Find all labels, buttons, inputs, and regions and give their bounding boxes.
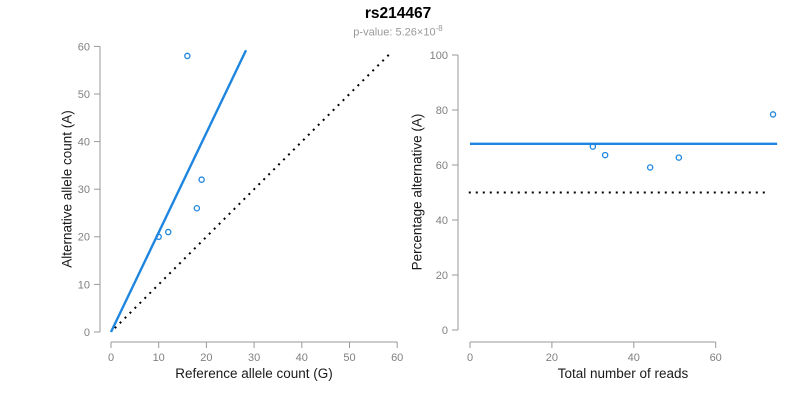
data-point [184, 52, 191, 60]
x-tick-label: 20 [200, 352, 212, 364]
data-point [601, 151, 609, 159]
y-tick-label: 80 [436, 105, 448, 117]
y-tick-label: 40 [78, 136, 90, 148]
y-tick-label: 0 [84, 327, 90, 339]
data-point [164, 228, 172, 236]
y-axis-label-left: Alternative allele count (A) [59, 110, 75, 268]
pvalue-subtitle: p-value: 5.26×10-8 [0, 24, 796, 39]
x-axis-label-left: Reference allele count (G) [175, 366, 333, 381]
y-tick-label: 20 [436, 270, 448, 282]
x-tick-label: 10 [153, 352, 165, 364]
x-axis-label-right: Total number of reads [557, 366, 689, 381]
right-scatter-panel: 0 20 40 60 80 100 0 20 40 60 [430, 50, 778, 364]
pvalue-exponent: -8 [435, 24, 443, 33]
identity-line [114, 53, 390, 329]
x-tick-label: 20 [546, 352, 558, 364]
data-point [155, 233, 162, 241]
y-tick-label: 40 [436, 215, 448, 227]
data-point [193, 204, 201, 212]
y-tick-label: 100 [430, 50, 448, 62]
y-tick-label: 50 [78, 89, 90, 101]
x-tick-label: 40 [296, 352, 308, 364]
x-tick-label: 0 [108, 352, 114, 364]
y-tick-label: 0 [442, 325, 448, 337]
data-point [589, 143, 597, 150]
y-tick-label: 60 [436, 160, 448, 172]
x-tick-label: 60 [391, 352, 403, 364]
x-tick-label: 30 [248, 352, 260, 364]
x-tick-label: 40 [628, 352, 640, 364]
pvalue-text: p-value: 5.26×10 [353, 26, 436, 39]
x-tick-label: 50 [343, 352, 355, 364]
page-title: rs214467 [364, 5, 432, 22]
y-tick-label: 30 [78, 184, 90, 196]
x-tick-label: 0 [467, 352, 473, 364]
data-point [769, 111, 777, 118]
left-scatter-panel: 0 10 20 30 40 50 60 0 10 20 30 40 50 60 [78, 41, 404, 364]
data-point [198, 176, 205, 183]
y-tick-label: 10 [78, 279, 90, 291]
y-axis-label-right: Percentage alternative (A) [409, 113, 425, 271]
y-tick-label: 60 [78, 41, 90, 53]
fit-line [109, 49, 248, 333]
y-tick-label: 20 [78, 232, 90, 244]
data-point [675, 154, 683, 161]
data-point [646, 164, 654, 171]
x-tick-label: 60 [710, 352, 722, 364]
